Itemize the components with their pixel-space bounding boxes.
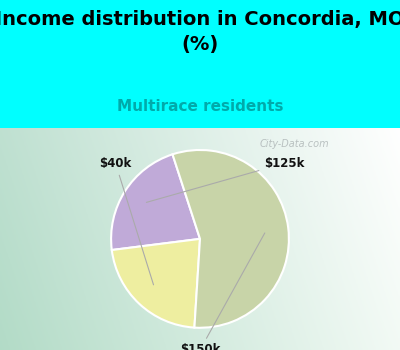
Text: City-Data.com: City-Data.com <box>259 139 329 149</box>
Text: $40k: $40k <box>100 157 154 285</box>
Wedge shape <box>111 154 200 250</box>
Text: Multirace residents: Multirace residents <box>117 99 283 114</box>
Wedge shape <box>172 150 289 328</box>
Text: $125k: $125k <box>146 157 305 202</box>
Text: Income distribution in Concordia, MO
(%): Income distribution in Concordia, MO (%) <box>0 10 400 54</box>
Wedge shape <box>112 239 200 328</box>
Text: $150k: $150k <box>180 233 265 350</box>
